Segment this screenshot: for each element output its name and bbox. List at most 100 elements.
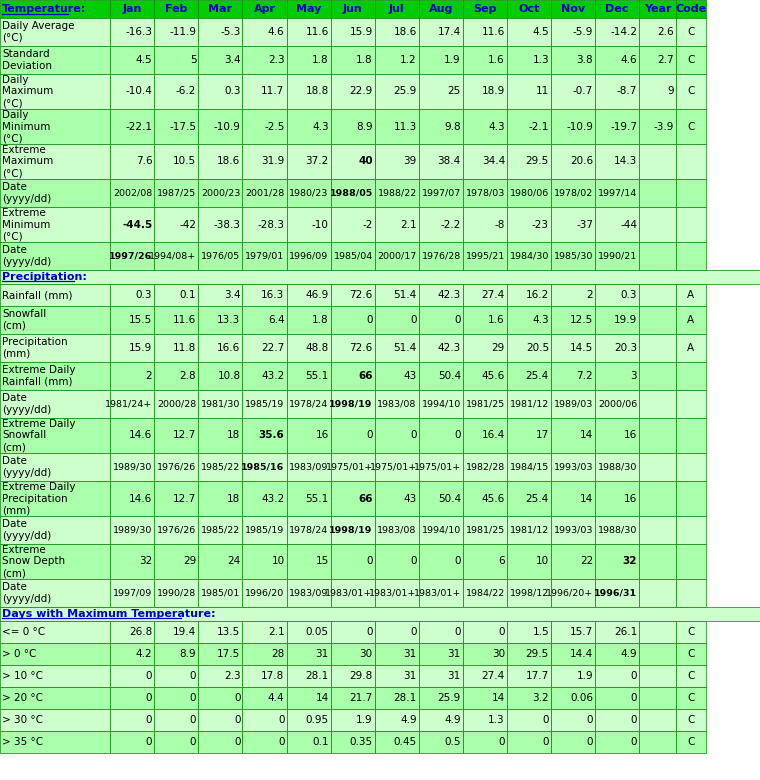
Bar	[639, 579, 676, 607]
Bar	[154, 242, 198, 270]
Text: 1985/22: 1985/22	[201, 463, 240, 471]
Text: C: C	[687, 715, 695, 725]
Text: 43.2: 43.2	[261, 494, 284, 504]
Text: 1983/08: 1983/08	[378, 526, 416, 534]
Bar	[463, 731, 507, 753]
Bar	[551, 643, 595, 665]
Bar	[242, 284, 287, 306]
Bar	[110, 453, 154, 481]
Text: 2.6: 2.6	[657, 27, 673, 37]
Text: 1980/06: 1980/06	[510, 189, 549, 197]
Bar	[375, 18, 419, 46]
Bar	[198, 0, 242, 18]
Text: 31: 31	[315, 649, 328, 659]
Text: 1.9: 1.9	[576, 671, 593, 681]
Bar	[419, 306, 463, 334]
Text: -23: -23	[532, 219, 549, 229]
Bar	[463, 306, 507, 334]
Text: 14: 14	[580, 494, 593, 504]
Text: 22.9: 22.9	[350, 87, 372, 97]
Text: 72.6: 72.6	[350, 343, 372, 353]
Bar	[110, 481, 154, 516]
Text: 1997/14: 1997/14	[598, 189, 637, 197]
Bar	[507, 709, 551, 731]
Text: 25.4: 25.4	[526, 494, 549, 504]
Text: 27.4: 27.4	[482, 290, 505, 300]
Text: C: C	[687, 87, 695, 97]
Text: Daily
Maximum
(°C): Daily Maximum (°C)	[2, 75, 53, 108]
Text: 17.8: 17.8	[261, 671, 284, 681]
Bar	[676, 709, 706, 731]
Text: 1985/01: 1985/01	[201, 588, 240, 597]
Bar	[507, 579, 551, 607]
Text: -17.5: -17.5	[169, 122, 196, 132]
Bar	[375, 579, 419, 607]
Bar	[551, 74, 595, 109]
Bar	[331, 709, 375, 731]
Text: 43.2: 43.2	[261, 371, 284, 381]
Bar	[507, 242, 551, 270]
Bar	[0, 144, 110, 179]
Bar	[507, 179, 551, 207]
Text: > 10 °C: > 10 °C	[2, 671, 43, 681]
Text: 1997/26: 1997/26	[109, 251, 152, 261]
Bar	[507, 390, 551, 418]
Bar	[419, 453, 463, 481]
Text: -44: -44	[620, 219, 637, 229]
Text: 0.5: 0.5	[445, 737, 461, 747]
Text: 4.4: 4.4	[268, 693, 284, 703]
Bar	[551, 109, 595, 144]
Bar	[110, 544, 154, 579]
Text: 18.9: 18.9	[482, 87, 505, 97]
Bar	[198, 579, 242, 607]
Text: 1998/12: 1998/12	[510, 588, 549, 597]
Bar	[595, 306, 639, 334]
Text: 0: 0	[587, 737, 593, 747]
Text: 1984/30: 1984/30	[510, 251, 549, 261]
Text: 9.8: 9.8	[444, 122, 461, 132]
Text: -2.5: -2.5	[264, 122, 284, 132]
Bar	[595, 74, 639, 109]
Text: 2000/23: 2000/23	[201, 189, 240, 197]
Text: 20.3: 20.3	[614, 343, 637, 353]
Bar	[507, 731, 551, 753]
Text: 0: 0	[631, 737, 637, 747]
Bar	[676, 731, 706, 753]
Bar	[639, 709, 676, 731]
Bar	[287, 306, 331, 334]
Text: 0.1: 0.1	[180, 290, 196, 300]
Text: 1994/10: 1994/10	[422, 526, 461, 534]
Bar	[419, 362, 463, 390]
Text: 0: 0	[234, 693, 240, 703]
Text: 29.8: 29.8	[350, 671, 372, 681]
Text: 37.2: 37.2	[306, 157, 328, 166]
Text: 17.5: 17.5	[217, 649, 240, 659]
Text: 7.2: 7.2	[576, 371, 593, 381]
Bar	[110, 109, 154, 144]
Bar	[154, 362, 198, 390]
Text: Oct: Oct	[518, 4, 540, 14]
Text: Dec: Dec	[606, 4, 629, 14]
Text: 0: 0	[499, 737, 505, 747]
Text: 1.9: 1.9	[444, 55, 461, 65]
Bar	[198, 179, 242, 207]
Bar	[287, 516, 331, 544]
Bar	[551, 334, 595, 362]
Bar	[242, 207, 287, 242]
Bar	[0, 74, 110, 109]
Text: 1988/30: 1988/30	[598, 526, 637, 534]
Text: 32: 32	[139, 556, 152, 566]
Bar	[595, 453, 639, 481]
Bar	[639, 516, 676, 544]
Bar	[110, 665, 154, 687]
Bar	[242, 306, 287, 334]
Text: Jun: Jun	[343, 4, 363, 14]
Text: 1.5: 1.5	[532, 627, 549, 637]
Bar	[551, 179, 595, 207]
Bar	[242, 179, 287, 207]
Bar	[507, 306, 551, 334]
Bar	[198, 284, 242, 306]
Bar	[595, 46, 639, 74]
Bar	[639, 144, 676, 179]
Text: 1.6: 1.6	[488, 55, 505, 65]
